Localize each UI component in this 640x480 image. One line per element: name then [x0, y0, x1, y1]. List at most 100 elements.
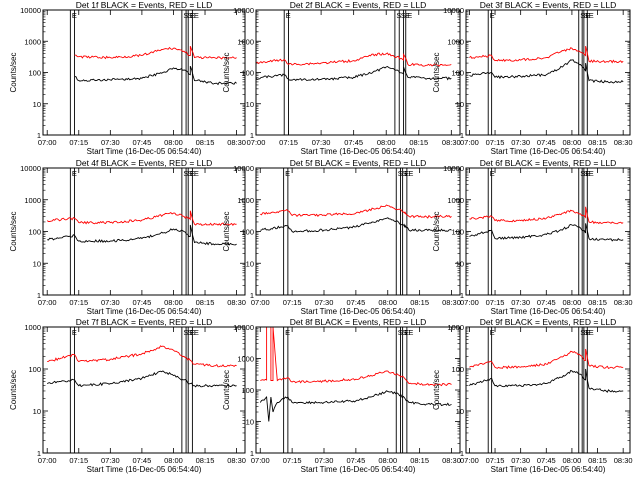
- x-tick-label: 08:00: [378, 298, 397, 307]
- y-tick-label: 100: [28, 69, 41, 78]
- flag-label: S: [584, 169, 589, 178]
- events-line: [259, 390, 452, 422]
- x-tick-label: 07:30: [101, 456, 120, 465]
- y-tick-label: 10: [33, 100, 41, 109]
- events-line: [47, 224, 237, 246]
- flag-label: E: [404, 328, 409, 337]
- y-tick-label: 1000: [447, 37, 464, 46]
- flag-label: E: [190, 11, 195, 20]
- y-axis-label: Counts/sec: [432, 52, 441, 92]
- x-tick-label: 07:30: [315, 298, 334, 307]
- panel-det-8: Det 8f BLACK = Events, RED = LLD11010010…: [222, 317, 461, 474]
- x-tick-label: 07:30: [511, 138, 530, 147]
- y-tick-label: 1: [37, 131, 41, 140]
- y-tick-label: 10: [456, 100, 464, 109]
- flag-label: E: [194, 11, 199, 20]
- x-axis-label: Start Time (16-Dec-05 06:54:40): [87, 307, 202, 316]
- x-tick-label: 07:30: [511, 298, 530, 307]
- x-tick-label: 07:45: [537, 138, 556, 147]
- panel-title: Det 3f BLACK = Events, RED = LLD: [480, 0, 617, 10]
- x-tick-label: 07:00: [460, 138, 479, 147]
- x-axis-label: Start Time (16-Dec-05 06:54:40): [87, 465, 202, 474]
- y-tick-label: 1000: [24, 323, 41, 332]
- panel-title: Det 2f BLACK = Events, RED = LLD: [290, 0, 427, 10]
- y-tick-label: 100: [241, 69, 254, 78]
- y-axis-label: Counts/sec: [222, 211, 231, 251]
- y-tick-label: 10000: [233, 323, 254, 332]
- plot-frame: [42, 326, 246, 454]
- flag-label: E: [589, 11, 594, 20]
- plot-frame: [255, 326, 461, 454]
- x-tick-label: 07:45: [133, 298, 152, 307]
- x-tick-label: 08:30: [227, 456, 246, 465]
- x-tick-label: 07:00: [460, 456, 479, 465]
- events-line: [469, 368, 624, 393]
- flag-label: E: [490, 11, 495, 20]
- x-tick-label: 07:15: [69, 456, 88, 465]
- y-tick-label: 10: [33, 407, 41, 416]
- y-tick-label: 1: [37, 291, 41, 300]
- y-tick-label: 10000: [443, 164, 464, 173]
- y-axis-label: Counts/sec: [9, 370, 18, 410]
- flag-label: S: [396, 11, 401, 20]
- x-tick-label: 07:15: [283, 298, 302, 307]
- flag-label: S: [580, 11, 585, 20]
- y-tick-label: 10: [246, 100, 254, 109]
- x-tick-label: 08:00: [164, 138, 183, 147]
- y-tick-label: 10000: [20, 164, 41, 173]
- flag-label: S: [401, 11, 406, 20]
- x-tick-label: 08:30: [227, 138, 246, 147]
- y-tick-label: 1000: [237, 355, 254, 364]
- panel-det-3: Det 3f BLACK = Events, RED = LLD 1 10 100 10…: [432, 0, 633, 156]
- panel-det-6: Det 6f BLACK = Events, RED = LLD 1 10 100 10…: [432, 158, 633, 316]
- y-tick-label: 100: [451, 69, 464, 78]
- plot-frame: [465, 167, 631, 296]
- flag-label: E: [408, 328, 413, 337]
- flag-label: S: [398, 169, 403, 178]
- flag-label: E: [72, 328, 77, 337]
- y-tick-label: 10: [456, 259, 464, 268]
- x-tick-label: 07:45: [537, 456, 556, 465]
- x-tick-label: 07:45: [133, 138, 152, 147]
- y-axis-label: Counts/sec: [222, 52, 231, 92]
- x-axis-label: Start Time (16-Dec-05 06:54:40): [301, 307, 416, 316]
- flag-label: S: [183, 328, 188, 337]
- y-axis-label: Counts/sec: [432, 370, 441, 410]
- x-tick-label: 08:30: [614, 456, 633, 465]
- plot-frame: [465, 9, 631, 136]
- lld-line: [74, 45, 237, 60]
- x-axis-label: Start Time (16-Dec-05 06:54:40): [491, 307, 606, 316]
- flag-label: S: [188, 328, 193, 337]
- x-tick-label: 07:45: [346, 456, 365, 465]
- x-tick-label: 08:30: [614, 298, 633, 307]
- y-tick-label: 10: [246, 418, 254, 427]
- x-tick-label: 07:00: [38, 138, 57, 147]
- flag-label: E: [405, 11, 410, 20]
- x-tick-label: 07:00: [251, 456, 270, 465]
- x-tick-label: 08:00: [563, 298, 582, 307]
- x-tick-label: 08:15: [588, 138, 607, 147]
- x-tick-label: 07:45: [133, 456, 152, 465]
- flag-label: S: [584, 328, 589, 337]
- y-tick-label: 10000: [443, 6, 464, 15]
- y-tick-label: 1: [250, 449, 254, 458]
- x-tick-label: 07:15: [69, 138, 88, 147]
- x-tick-label: 08:00: [377, 138, 396, 147]
- flag-label: E: [286, 11, 291, 20]
- y-tick-label: 1: [250, 131, 254, 140]
- y-tick-label: 1: [250, 291, 254, 300]
- events-line: [74, 65, 237, 86]
- lld-line: [469, 348, 624, 370]
- flag-label: E: [490, 169, 495, 178]
- flag-label: E: [285, 169, 290, 178]
- y-tick-label: 1000: [447, 323, 464, 332]
- x-tick-label: 07:30: [511, 456, 530, 465]
- events-line: [469, 223, 624, 242]
- flag-label: E: [190, 328, 195, 337]
- panel-det-1: Det 1f BLACK = Events, RED = LLD 1 10 100 10…: [9, 0, 246, 156]
- y-tick-label: 1: [460, 291, 464, 300]
- x-tick-label: 07:00: [38, 456, 57, 465]
- x-tick-label: 07:15: [279, 138, 298, 147]
- lld-line: [47, 345, 237, 368]
